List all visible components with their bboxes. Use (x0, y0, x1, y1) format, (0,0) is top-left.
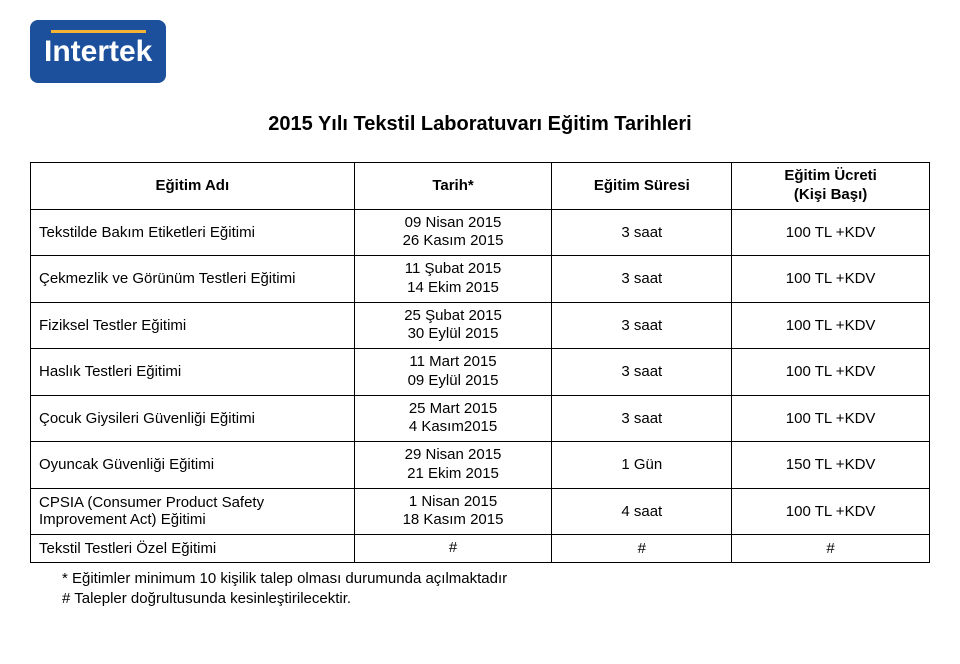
cell-date: 09 Nisan 201526 Kasım 2015 (354, 209, 552, 256)
cell-price: 100 TL +KDV (732, 209, 930, 256)
cell-duration: 3 saat (552, 395, 732, 442)
cell-duration: # (552, 535, 732, 563)
cell-name: Tekstil Testleri Özel Eğitimi (31, 535, 355, 563)
date-line: 4 Kasım2015 (363, 418, 544, 437)
cell-price: 100 TL +KDV (732, 488, 930, 535)
cell-name: Çocuk Giysileri Güvenliği Eğitimi (31, 395, 355, 442)
cell-name: Çekmezlik ve Görünüm Testleri Eğitimi (31, 256, 355, 303)
table-row: Oyuncak Güvenliği Eğitimi29 Nisan 201521… (31, 442, 930, 489)
cell-duration: 3 saat (552, 256, 732, 303)
cell-name: Haslık Testleri Eğitimi (31, 349, 355, 396)
cell-price: 100 TL +KDV (732, 395, 930, 442)
date-line: 26 Kasım 2015 (363, 232, 544, 251)
date-line: 25 Mart 2015 (363, 400, 544, 419)
cell-date: 25 Şubat 201530 Eylül 2015 (354, 302, 552, 349)
cell-date: 25 Mart 20154 Kasım2015 (354, 395, 552, 442)
cell-date: 11 Şubat 201514 Ekim 2015 (354, 256, 552, 303)
date-line: 09 Nisan 2015 (363, 214, 544, 233)
cell-date: 1 Nisan 201518 Kasım 2015 (354, 488, 552, 535)
table-row: Haslık Testleri Eğitimi11 Mart 201509 Ey… (31, 349, 930, 396)
footnote-line: * Eğitimler minimum 10 kişilik talep olm… (62, 569, 930, 589)
date-line: 11 Mart 2015 (363, 353, 544, 372)
training-table: Eğitim Adı Tarih* Eğitim Süresi Eğitim Ü… (30, 162, 930, 563)
table-row: Tekstilde Bakım Etiketleri Eğitimi09 Nis… (31, 209, 930, 256)
cell-date: 11 Mart 201509 Eylül 2015 (354, 349, 552, 396)
date-line: 30 Eylül 2015 (363, 325, 544, 344)
cell-name: CPSIA (Consumer Product Safety Improveme… (31, 488, 355, 535)
cell-price: 100 TL +KDV (732, 302, 930, 349)
cell-date: # (354, 535, 552, 563)
col-price-line2: (Kişi Başı) (740, 186, 921, 205)
cell-duration: 3 saat (552, 302, 732, 349)
date-line: 29 Nisan 2015 (363, 446, 544, 465)
table-row: Fiziksel Testler Eğitimi25 Şubat 201530 … (31, 302, 930, 349)
col-duration: Eğitim Süresi (552, 163, 732, 210)
col-price-line1: Eğitim Ücreti (740, 167, 921, 186)
date-line: 11 Şubat 2015 (363, 260, 544, 279)
table-row: Tekstil Testleri Özel Eğitimi### (31, 535, 930, 563)
table-row: CPSIA (Consumer Product Safety Improveme… (31, 488, 930, 535)
table-row: Çocuk Giysileri Güvenliği Eğitimi25 Mart… (31, 395, 930, 442)
table-body: Tekstilde Bakım Etiketleri Eğitimi09 Nis… (31, 209, 930, 562)
page-title: 2015 Yılı Tekstil Laboratuvarı Eğitim Ta… (30, 113, 930, 136)
cell-price: # (732, 535, 930, 563)
cell-duration: 4 saat (552, 488, 732, 535)
cell-name: Oyuncak Güvenliği Eğitimi (31, 442, 355, 489)
cell-price: 100 TL +KDV (732, 256, 930, 303)
cell-duration: 1 Gün (552, 442, 732, 489)
date-line: 21 Ekim 2015 (363, 465, 544, 484)
table-header-row: Eğitim Adı Tarih* Eğitim Süresi Eğitim Ü… (31, 163, 930, 210)
date-line: 14 Ekim 2015 (363, 279, 544, 298)
footnotes: * Eğitimler minimum 10 kişilik talep olm… (30, 569, 930, 610)
col-price: Eğitim Ücreti (Kişi Başı) (732, 163, 930, 210)
date-line: # (363, 539, 544, 558)
col-date: Tarih* (354, 163, 552, 210)
cell-duration: 3 saat (552, 349, 732, 396)
date-line: 18 Kasım 2015 (363, 511, 544, 530)
footnote-line: # Talepler doğrultusunda kesinleştirilec… (62, 589, 930, 609)
cell-price: 100 TL +KDV (732, 349, 930, 396)
cell-name: Tekstilde Bakım Etiketleri Eğitimi (31, 209, 355, 256)
cell-price: 150 TL +KDV (732, 442, 930, 489)
cell-name: Fiziksel Testler Eğitimi (31, 302, 355, 349)
cell-duration: 3 saat (552, 209, 732, 256)
col-name: Eğitim Adı (31, 163, 355, 210)
table-row: Çekmezlik ve Görünüm Testleri Eğitimi11 … (31, 256, 930, 303)
date-line: 09 Eylül 2015 (363, 372, 544, 391)
date-line: 1 Nisan 2015 (363, 493, 544, 512)
logo: Intertek (30, 20, 166, 83)
cell-date: 29 Nisan 201521 Ekim 2015 (354, 442, 552, 489)
logo-accent-bar (51, 30, 146, 33)
date-line: 25 Şubat 2015 (363, 307, 544, 326)
logo-text: Intertek (44, 35, 152, 68)
